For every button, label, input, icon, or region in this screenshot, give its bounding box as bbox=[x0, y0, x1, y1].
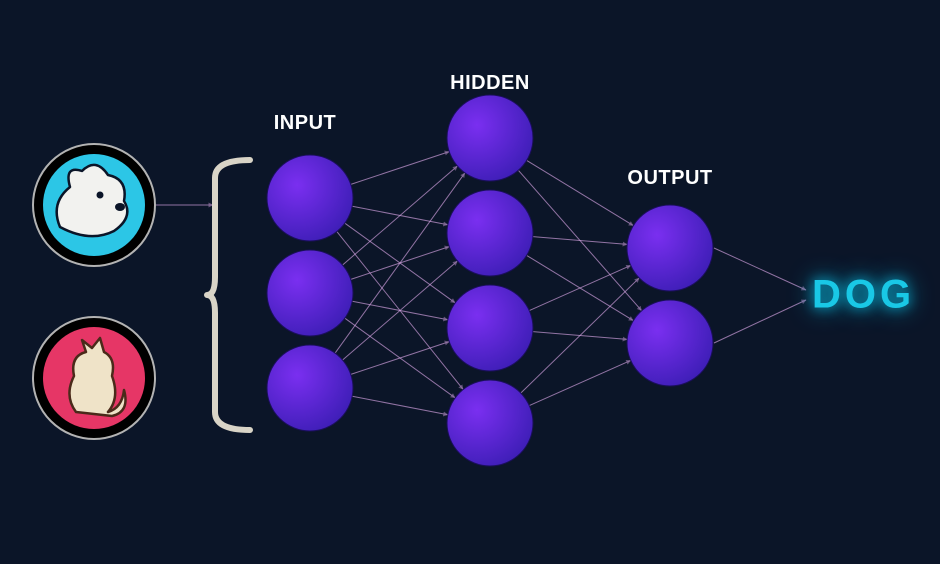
hidden-neuron bbox=[447, 285, 533, 371]
output-neuron bbox=[627, 205, 713, 291]
input-neuron bbox=[267, 345, 353, 431]
classification-result: DOG bbox=[812, 273, 915, 318]
neural-network-diagram: INPUT HIDDEN OUTPUT DOG bbox=[0, 0, 940, 564]
hidden-neuron bbox=[447, 95, 533, 181]
output-neuron bbox=[627, 300, 713, 386]
input-layer-label: INPUT bbox=[274, 112, 337, 135]
input-neuron bbox=[267, 250, 353, 336]
input-neuron bbox=[267, 155, 353, 241]
output-layer-label: OUTPUT bbox=[627, 167, 712, 190]
hidden-layer-label: HIDDEN bbox=[450, 72, 530, 95]
dog-avatar bbox=[33, 144, 155, 266]
cat-avatar bbox=[33, 317, 155, 439]
hidden-neuron bbox=[447, 380, 533, 466]
hidden-neuron bbox=[447, 190, 533, 276]
